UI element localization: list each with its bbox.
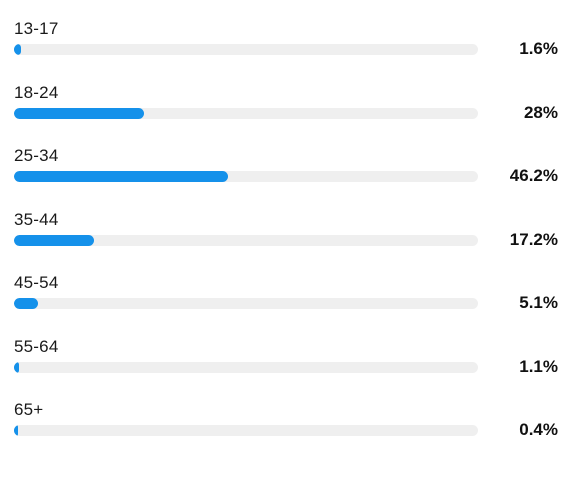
bar-track bbox=[14, 298, 478, 309]
bar-fill bbox=[14, 425, 18, 436]
bar-fill bbox=[14, 361, 20, 373]
value-label: 28% bbox=[523, 102, 558, 122]
bar-row: 35-44 17.2% bbox=[0, 210, 580, 260]
bar-fill bbox=[14, 171, 229, 182]
category-label: 25-34 bbox=[14, 146, 59, 165]
bar-track bbox=[14, 361, 478, 373]
value-label: 1.1% bbox=[519, 356, 558, 376]
category-label: 45-54 bbox=[14, 273, 59, 292]
bar-fill bbox=[14, 234, 94, 246]
category-label: 65+ bbox=[14, 400, 44, 419]
value-label: 5.1% bbox=[519, 293, 558, 312]
bar-row: 55-64 1.1% bbox=[0, 337, 580, 387]
bar-fill bbox=[14, 44, 22, 55]
bar-fill bbox=[14, 107, 144, 119]
value-label: 0.4% bbox=[519, 420, 558, 439]
category-label: 35-44 bbox=[14, 209, 59, 229]
value-label: 46.2% bbox=[509, 166, 558, 185]
bar-track bbox=[14, 107, 478, 119]
category-label: 55-64 bbox=[14, 336, 59, 356]
bar-track bbox=[14, 425, 478, 436]
category-label: 18-24 bbox=[14, 82, 59, 102]
bar-row: 65+ 0.4% bbox=[0, 400, 580, 450]
bar-fill bbox=[14, 298, 38, 309]
bar-track bbox=[14, 171, 478, 182]
value-label: 1.6% bbox=[519, 39, 558, 58]
bar-row: 25-34 46.2% bbox=[0, 146, 580, 196]
bar-row: 13-17 1.6% bbox=[0, 19, 580, 69]
bar-track bbox=[14, 234, 478, 246]
bar-row: 18-24 28% bbox=[0, 83, 580, 133]
category-label: 13-17 bbox=[14, 19, 59, 38]
bar-track bbox=[14, 44, 478, 55]
bar-row: 45-54 5.1% bbox=[0, 273, 580, 323]
value-label: 17.2% bbox=[509, 229, 558, 249]
